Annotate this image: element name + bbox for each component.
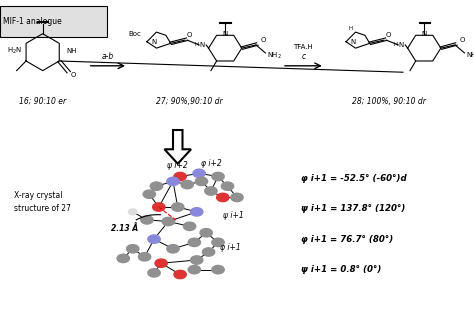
Text: 2.13 Å: 2.13 Å <box>111 215 161 233</box>
Circle shape <box>231 193 243 202</box>
Text: H: H <box>194 42 199 48</box>
Text: O: O <box>460 37 465 43</box>
Text: H$_2$N: H$_2$N <box>7 46 22 56</box>
Text: 28; 100%, 90:10 dr: 28; 100%, 90:10 dr <box>352 97 426 106</box>
Text: NH$_2$: NH$_2$ <box>466 51 474 61</box>
Text: ψ i+2: ψ i+2 <box>167 161 188 170</box>
Circle shape <box>195 177 208 186</box>
Circle shape <box>205 187 217 195</box>
Circle shape <box>202 248 215 256</box>
Circle shape <box>162 217 174 226</box>
Text: a-b: a-b <box>102 52 114 61</box>
Text: Boc: Boc <box>128 31 142 37</box>
Text: NH: NH <box>66 48 77 54</box>
Circle shape <box>212 265 224 274</box>
Text: H: H <box>393 42 398 48</box>
Circle shape <box>155 259 167 267</box>
Circle shape <box>200 229 212 237</box>
Circle shape <box>191 256 203 264</box>
Circle shape <box>181 180 193 189</box>
Circle shape <box>217 193 229 202</box>
Circle shape <box>212 172 224 181</box>
Circle shape <box>191 208 203 216</box>
Circle shape <box>117 254 129 263</box>
Text: φ i+1: φ i+1 <box>220 243 241 252</box>
Text: φ i+1 = -52.5° (-60°)d: φ i+1 = -52.5° (-60°)d <box>301 174 407 183</box>
Text: ψ i+1: ψ i+1 <box>223 211 244 220</box>
Text: NH$_2$: NH$_2$ <box>267 51 282 61</box>
Text: MIF-1 analogue: MIF-1 analogue <box>3 17 62 26</box>
Circle shape <box>183 222 196 230</box>
Circle shape <box>150 182 163 190</box>
Bar <box>0 6 107 37</box>
Text: φ i+1 = 76.7° (80°): φ i+1 = 76.7° (80°) <box>301 235 393 244</box>
Text: φ i+2: φ i+2 <box>201 159 221 168</box>
Circle shape <box>221 182 234 190</box>
Circle shape <box>127 245 139 253</box>
Circle shape <box>188 238 201 247</box>
Circle shape <box>167 177 179 186</box>
Circle shape <box>128 209 137 215</box>
Circle shape <box>174 172 186 181</box>
Text: H: H <box>349 26 353 31</box>
Text: X-ray crystal
structure of 27: X-ray crystal structure of 27 <box>14 191 71 213</box>
Text: N: N <box>151 39 157 45</box>
Text: 16; 90:10 er: 16; 90:10 er <box>19 97 66 106</box>
Text: O: O <box>71 73 76 78</box>
Text: ψ i+1 = 0.8° (0°): ψ i+1 = 0.8° (0°) <box>301 265 382 274</box>
Text: TFA.H: TFA.H <box>293 44 313 49</box>
Text: N: N <box>421 31 427 37</box>
Circle shape <box>148 269 160 277</box>
Text: c: c <box>301 52 305 61</box>
Circle shape <box>193 169 205 178</box>
Text: O: O <box>386 32 392 38</box>
Circle shape <box>143 190 155 198</box>
Circle shape <box>141 216 153 224</box>
Text: 27; 90%,90:10 dr: 27; 90%,90:10 dr <box>156 97 223 106</box>
Text: N: N <box>199 42 204 48</box>
Text: O: O <box>187 32 192 38</box>
Circle shape <box>167 245 179 253</box>
Circle shape <box>188 265 201 274</box>
Circle shape <box>212 238 224 247</box>
Circle shape <box>148 235 160 243</box>
Text: ψ i+1 = 137.8° (120°): ψ i+1 = 137.8° (120°) <box>301 204 405 213</box>
Text: N: N <box>350 39 356 45</box>
Circle shape <box>172 203 184 211</box>
Circle shape <box>174 270 186 279</box>
Circle shape <box>153 203 165 211</box>
Text: N: N <box>398 42 403 48</box>
Text: O: O <box>261 37 266 43</box>
Circle shape <box>138 253 151 261</box>
Text: N: N <box>222 31 228 37</box>
